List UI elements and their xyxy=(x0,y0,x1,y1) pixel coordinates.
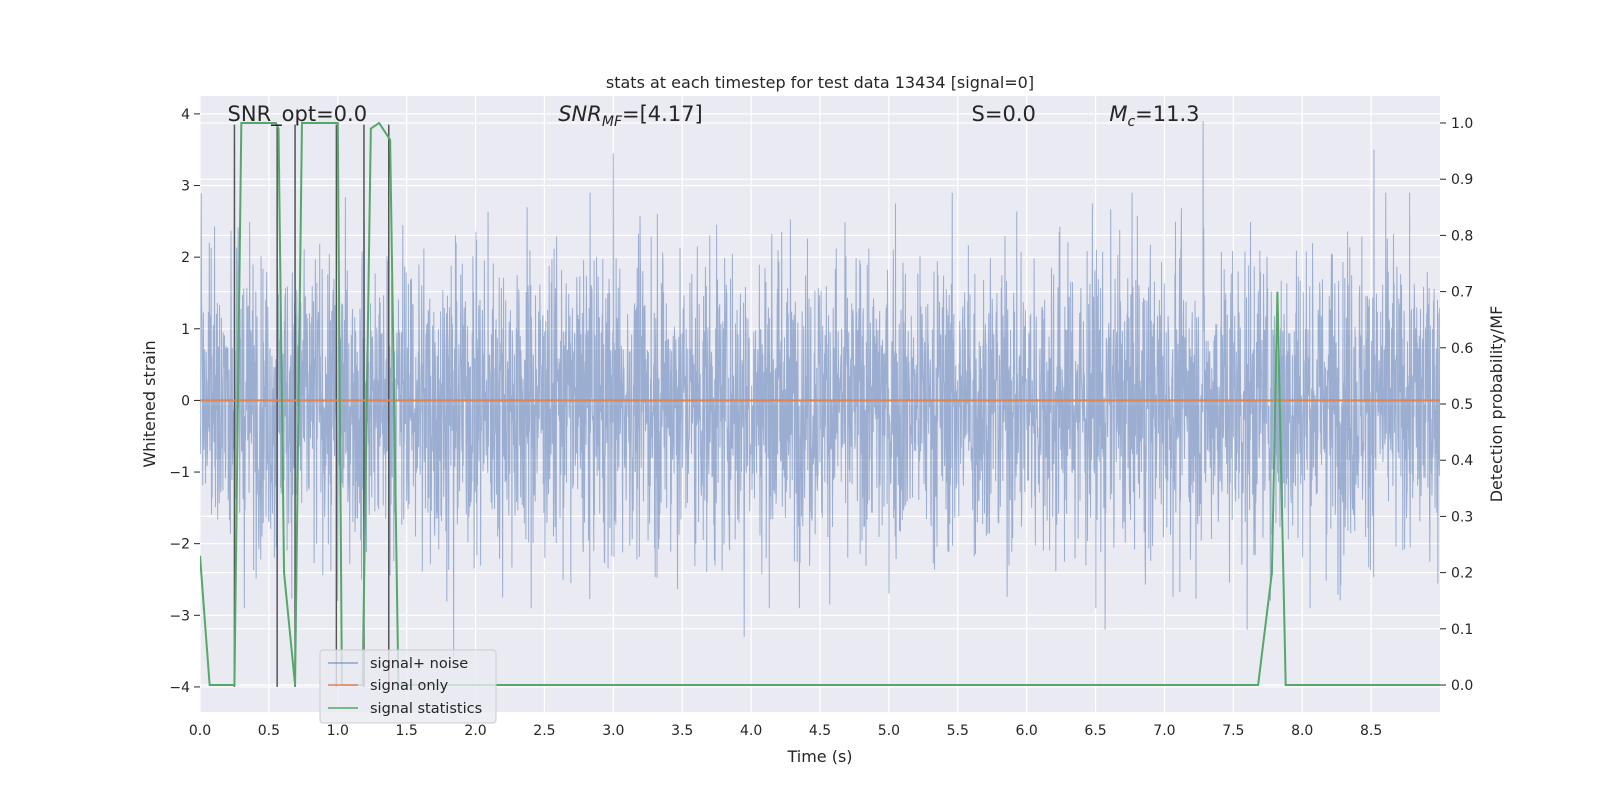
annotation-text: SNR_opt=0.0 xyxy=(228,102,368,127)
x-axis: 0.0 0.5 1.0 1.5 2.0 2.5 3.0 3.5 4.0 4.5 5.0 5.5 6.0 6… xyxy=(189,723,1382,739)
x-tick-label: 6.0 xyxy=(1016,723,1038,739)
y-tick-label: 3 xyxy=(181,179,190,195)
y-axis-right: 1.0 0.9 0.8 0.7 0.6 0.5 0.4 0.3 0.2 0.1 0.0 xyxy=(1440,116,1473,694)
x-tick-label: 0.0 xyxy=(189,723,211,739)
series-signal-statistics xyxy=(200,121,1440,687)
y-tick-label: −4 xyxy=(169,680,190,696)
x-tick-label: 5.0 xyxy=(878,723,900,739)
y-tick-label: 1 xyxy=(181,322,190,338)
signal-statistics-line xyxy=(200,121,1440,687)
x-tick-label: 8.0 xyxy=(1291,723,1313,739)
y-tick-label: 0 xyxy=(181,393,190,409)
y-tick-label: −1 xyxy=(169,465,190,481)
y2-tick-label: 0.7 xyxy=(1451,285,1473,301)
legend-label-signal-statistics: signal statistics xyxy=(370,701,482,717)
x-tick-label: 8.5 xyxy=(1360,723,1382,739)
legend: signal+ noise signal only signal statist… xyxy=(319,649,497,724)
noise-trace xyxy=(200,121,1440,659)
y2-tick-label: 1.0 xyxy=(1451,116,1473,132)
y-axis-label: Whitened strain xyxy=(140,340,159,467)
x-tick-label: 6.5 xyxy=(1084,723,1106,739)
y-axis-left: 4 3 2 1 0 −1 −2 −3 −4 xyxy=(169,107,200,696)
y-tick-label: −2 xyxy=(169,537,190,553)
annotations: SNR_opt=0.0 SNRMF=[4.17] S=0.0 Mc=11.3 xyxy=(228,102,1200,130)
x-tick-label: 5.5 xyxy=(947,723,969,739)
legend-label-signal-only: signal only xyxy=(370,678,449,694)
y2-tick-label: 0.5 xyxy=(1451,397,1473,413)
x-tick-label: 3.0 xyxy=(602,723,624,739)
y2-tick-label: 0.3 xyxy=(1451,509,1473,525)
y2-axis-label: Detection probability/MF xyxy=(1487,306,1506,503)
x-tick-label: 1.0 xyxy=(327,723,349,739)
x-tick-label: 4.0 xyxy=(740,723,762,739)
y-tick-label: 4 xyxy=(181,107,190,123)
x-tick-label: 7.5 xyxy=(1222,723,1244,739)
x-tick-label: 7.0 xyxy=(1153,723,1175,739)
x-tick-label: 2.5 xyxy=(533,723,555,739)
legend-box xyxy=(319,649,497,724)
vertical-markers xyxy=(233,124,390,687)
y2-tick-label: 0.0 xyxy=(1451,678,1473,694)
annotation-text: Mc=11.3 xyxy=(1109,102,1199,130)
x-tick-label: 0.5 xyxy=(258,723,280,739)
annotation-text: S=0.0 xyxy=(972,102,1036,126)
x-tick-label: 3.5 xyxy=(671,723,693,739)
y2-tick-label: 0.8 xyxy=(1451,228,1473,244)
x-tick-label: 1.5 xyxy=(396,723,418,739)
y-tick-label: 2 xyxy=(181,250,190,266)
y2-tick-label: 0.2 xyxy=(1451,566,1473,582)
annotation-text: SNRMF=[4.17] xyxy=(558,102,703,130)
y2-tick-label: 0.9 xyxy=(1451,172,1473,188)
y2-tick-label: 0.6 xyxy=(1451,341,1473,357)
x-tick-label: 4.5 xyxy=(809,723,831,739)
x-tick-label: 2.0 xyxy=(464,723,486,739)
y2-tick-label: 0.4 xyxy=(1451,453,1473,469)
chart-title: stats at each timestep for test data 134… xyxy=(606,73,1034,92)
y2-tick-label: 0.1 xyxy=(1451,622,1473,638)
y-tick-label: −3 xyxy=(169,608,190,624)
x-axis-label: Time (s) xyxy=(786,747,852,766)
legend-label-signal-noise: signal+ noise xyxy=(370,656,468,672)
series-signal-noise xyxy=(200,121,1440,659)
